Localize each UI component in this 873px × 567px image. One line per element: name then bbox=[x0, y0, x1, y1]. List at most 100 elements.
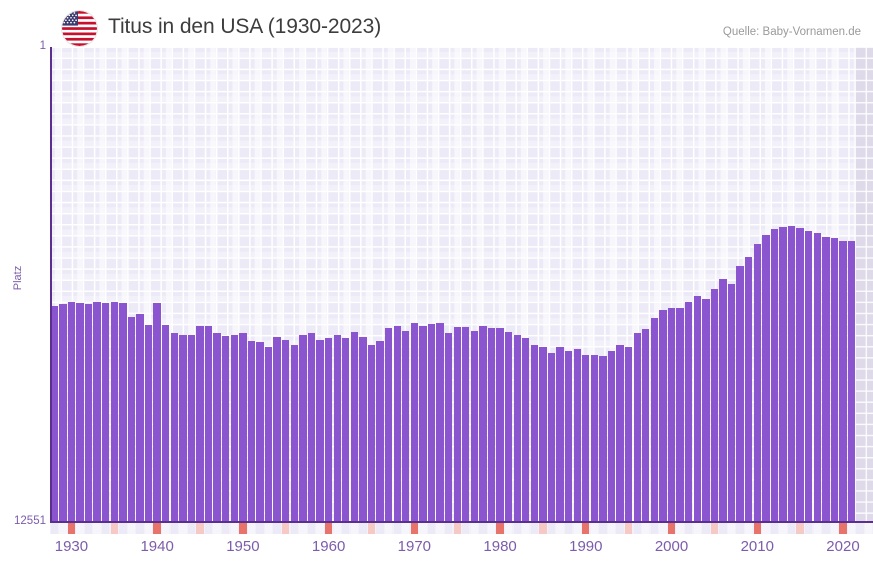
bar bbox=[530, 344, 539, 521]
bar bbox=[204, 326, 213, 521]
bar bbox=[573, 349, 581, 521]
y-axis-tick-top: 1 bbox=[39, 40, 46, 52]
x-axis-tick-mark bbox=[719, 523, 727, 534]
bar bbox=[419, 326, 427, 521]
bar bbox=[719, 278, 727, 521]
x-axis-tick-mark bbox=[376, 523, 384, 534]
x-axis-tick-mark bbox=[822, 523, 830, 534]
x-axis-tick-mark bbox=[539, 523, 547, 534]
bar bbox=[93, 301, 101, 521]
x-axis-tick-mark bbox=[479, 523, 487, 534]
bar bbox=[196, 326, 204, 521]
x-axis-tick-mark bbox=[384, 523, 393, 534]
x-axis-tick-mark bbox=[830, 523, 839, 534]
x-axis-tick-mark bbox=[324, 523, 333, 534]
x-axis-tick-mark bbox=[307, 523, 316, 534]
x-axis-tick-mark bbox=[59, 523, 67, 534]
x-axis-tick-label: 2000 bbox=[654, 538, 689, 555]
x-axis-tick-mark bbox=[504, 523, 513, 534]
bar bbox=[787, 225, 796, 521]
bar bbox=[496, 328, 504, 521]
bar bbox=[487, 328, 496, 521]
x-axis-tick-mark bbox=[230, 523, 238, 534]
bar bbox=[427, 323, 436, 521]
bar bbox=[479, 326, 487, 521]
x-axis-tick-mark bbox=[204, 523, 213, 534]
x-axis-tick-mark bbox=[419, 523, 427, 534]
bar bbox=[693, 296, 701, 521]
bar bbox=[67, 301, 76, 521]
x-axis-tick-mark bbox=[667, 523, 676, 534]
x-axis-tick-mark bbox=[787, 523, 796, 534]
x-axis-tick-mark bbox=[770, 523, 779, 534]
x-axis-tick-mark bbox=[599, 523, 607, 534]
bar bbox=[547, 352, 556, 521]
bar bbox=[650, 318, 659, 521]
bar bbox=[659, 309, 667, 521]
bar bbox=[745, 256, 753, 521]
bar bbox=[127, 317, 136, 521]
x-axis-tick-mark bbox=[805, 523, 813, 534]
x-axis-tick-label: 1940 bbox=[140, 538, 174, 555]
bar bbox=[462, 327, 470, 521]
x-axis-tick-mark bbox=[170, 523, 178, 534]
bar bbox=[504, 331, 513, 521]
x-axis-tick-mark bbox=[290, 523, 298, 534]
x-axis-tick-mark bbox=[642, 523, 650, 534]
bar bbox=[624, 346, 633, 521]
x-axis-tick-mark bbox=[607, 523, 616, 534]
bar bbox=[556, 346, 564, 521]
bar bbox=[333, 334, 341, 521]
x-axis-tick-mark bbox=[299, 523, 307, 534]
bar bbox=[453, 327, 461, 521]
x-axis-tick-mark bbox=[676, 523, 684, 534]
x-axis-tick-mark bbox=[102, 523, 110, 534]
x-axis-tick-mark bbox=[110, 523, 118, 534]
x-axis-tick-label: 1960 bbox=[311, 538, 346, 555]
x-axis-tick-mark bbox=[444, 523, 453, 534]
x-axis-tick-mark bbox=[762, 523, 770, 534]
x-axis-tick-mark bbox=[547, 523, 556, 534]
bar bbox=[359, 337, 367, 521]
bar bbox=[599, 355, 607, 521]
bar bbox=[642, 329, 650, 521]
bar bbox=[239, 332, 247, 521]
bar bbox=[102, 303, 110, 521]
bar bbox=[539, 346, 547, 521]
x-axis-tick-mark bbox=[84, 523, 93, 534]
bar bbox=[762, 235, 770, 521]
bar bbox=[247, 341, 256, 521]
bar bbox=[316, 340, 324, 521]
x-axis-tick-label: 1930 bbox=[54, 538, 89, 555]
x-axis-tick-mark bbox=[616, 523, 624, 534]
x-axis-tick-label: 2010 bbox=[740, 538, 774, 555]
bar bbox=[710, 289, 719, 521]
x-axis-tick-mark bbox=[153, 523, 161, 534]
bar bbox=[582, 354, 590, 521]
x-axis-tick-strip bbox=[50, 523, 873, 534]
x-axis-tick-mark bbox=[530, 523, 539, 534]
bar bbox=[813, 232, 821, 521]
x-axis-tick-mark bbox=[333, 523, 341, 534]
bar bbox=[470, 331, 479, 521]
x-axis-tick-mark bbox=[693, 523, 701, 534]
bar bbox=[402, 331, 410, 521]
x-axis-tick-mark bbox=[127, 523, 136, 534]
x-axis-tick-mark bbox=[436, 523, 444, 534]
bar bbox=[264, 346, 273, 521]
bar bbox=[384, 328, 393, 521]
x-axis-tick-mark bbox=[187, 523, 196, 534]
x-axis-tick-mark bbox=[710, 523, 719, 534]
x-axis-tick-mark bbox=[847, 523, 856, 534]
x-axis-tick-mark bbox=[487, 523, 496, 534]
bar bbox=[153, 303, 161, 521]
no-data-region bbox=[855, 47, 873, 521]
bar bbox=[170, 332, 178, 521]
x-axis-tick-mark bbox=[727, 523, 736, 534]
bar bbox=[753, 244, 761, 521]
bar bbox=[59, 304, 67, 521]
x-axis-tick-mark bbox=[144, 523, 153, 534]
us-flag-icon bbox=[62, 11, 97, 46]
x-axis-tick-mark bbox=[222, 523, 230, 534]
x-axis-tick-mark bbox=[264, 523, 273, 534]
